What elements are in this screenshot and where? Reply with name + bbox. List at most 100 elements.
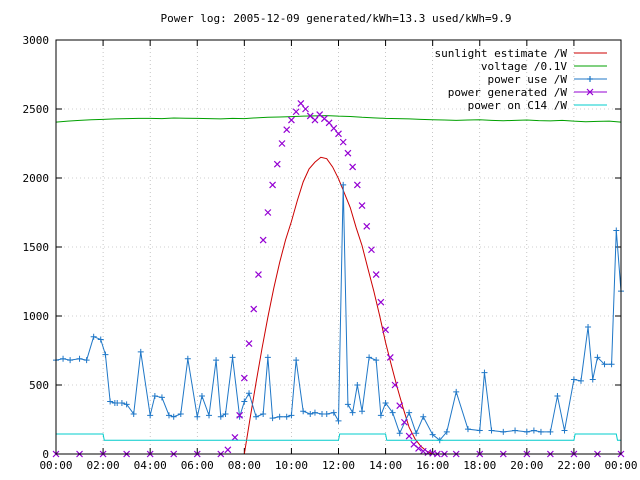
data-point: [130, 410, 137, 417]
data-point: [389, 409, 396, 416]
data-point: [358, 202, 366, 210]
data-point: [231, 434, 239, 441]
data-point: [530, 427, 537, 434]
data-point: [283, 413, 290, 420]
data-point: [330, 409, 337, 416]
x-tick-label: 08:00: [228, 459, 261, 472]
data-point: [198, 393, 205, 400]
axis-layer: 0 500 1000 1500 2000 2500 3000 00:00 02:00 04:00 0…: [23, 34, 638, 472]
data-point: [307, 410, 314, 417]
data-point: [170, 413, 177, 420]
x-tick-label: 18:00: [463, 459, 496, 472]
data-point: [118, 399, 125, 406]
data-point: [224, 446, 232, 454]
data-point: [413, 430, 420, 437]
data-point: [177, 410, 184, 417]
data-point: [339, 138, 347, 146]
data-point: [253, 413, 260, 420]
data-point: [335, 417, 342, 424]
data-point: [382, 399, 389, 406]
data-point: [325, 119, 333, 127]
data-point: [229, 354, 236, 361]
data-point: [400, 418, 408, 426]
data-point: [246, 390, 253, 397]
x-tick-label: 20:00: [510, 459, 543, 472]
data-point: [137, 348, 144, 355]
data-point: [443, 428, 450, 435]
data-point: [537, 428, 544, 435]
plot-frame: [55, 39, 622, 455]
data-point: [288, 412, 295, 419]
data-point: [570, 376, 577, 383]
data-point: [222, 410, 229, 417]
data-point: [260, 410, 267, 417]
data-point: [561, 427, 568, 434]
data-point: [500, 428, 507, 435]
data-point: [377, 298, 385, 306]
x-tick-label: 22:00: [557, 459, 590, 472]
data-point: [67, 357, 74, 364]
data-point: [102, 351, 109, 358]
data-point: [344, 401, 351, 408]
data-point: [594, 354, 601, 361]
data-point: [311, 409, 318, 416]
data-point: [76, 355, 83, 362]
data-point: [158, 394, 165, 401]
data-point: [323, 410, 330, 417]
data-point: [523, 428, 530, 435]
data-point: [577, 377, 584, 384]
data-point: [184, 355, 191, 362]
data-point: [107, 398, 114, 405]
data-point: [464, 426, 471, 433]
data-point: [547, 428, 554, 435]
data-point: [264, 209, 272, 216]
data-point: [287, 116, 295, 124]
data-point: [613, 227, 620, 234]
data-point: [330, 124, 338, 132]
data-point: [255, 271, 262, 279]
data-point: [302, 105, 309, 113]
data-point: [278, 140, 286, 147]
y-tick-label: 500: [29, 379, 49, 392]
data-point: [386, 353, 394, 361]
data-point: [353, 181, 361, 189]
x-tick-label: 16:00: [416, 459, 449, 472]
y-tick-label: 3000: [23, 34, 50, 47]
y-tick-label: 2000: [23, 172, 50, 185]
data-point: [273, 160, 281, 168]
data-point: [359, 408, 366, 415]
data-point: [166, 412, 172, 419]
data-point: [269, 415, 276, 422]
data-point: [608, 361, 615, 368]
data-point: [292, 108, 300, 116]
data-point: [269, 181, 277, 189]
series-0: [243, 156, 433, 455]
data-point: [335, 130, 342, 138]
data-point: [83, 357, 90, 364]
data-point: [481, 369, 488, 376]
data-point: [147, 412, 154, 419]
data-point: [276, 413, 283, 420]
data-point: [391, 381, 399, 389]
x-tick-label: 02:00: [87, 459, 120, 472]
data-point: [363, 222, 371, 230]
data-point: [349, 409, 356, 416]
series-3: [52, 100, 625, 458]
data-point: [349, 163, 357, 171]
legend-label: power generated /W: [448, 86, 568, 99]
data-point: [405, 432, 413, 440]
legend-marker: [587, 76, 593, 82]
data-point: [476, 427, 483, 434]
data-point: [368, 246, 375, 254]
data-point: [512, 427, 519, 434]
series-line: [243, 156, 433, 455]
x-tick-label: 12:00: [322, 459, 355, 472]
legend-label: power use /W: [488, 73, 568, 86]
data-point: [123, 401, 130, 408]
data-point: [250, 305, 258, 313]
data-point: [97, 336, 104, 343]
data-point: [429, 431, 436, 438]
data-point: [217, 413, 224, 420]
data-point: [240, 374, 248, 382]
